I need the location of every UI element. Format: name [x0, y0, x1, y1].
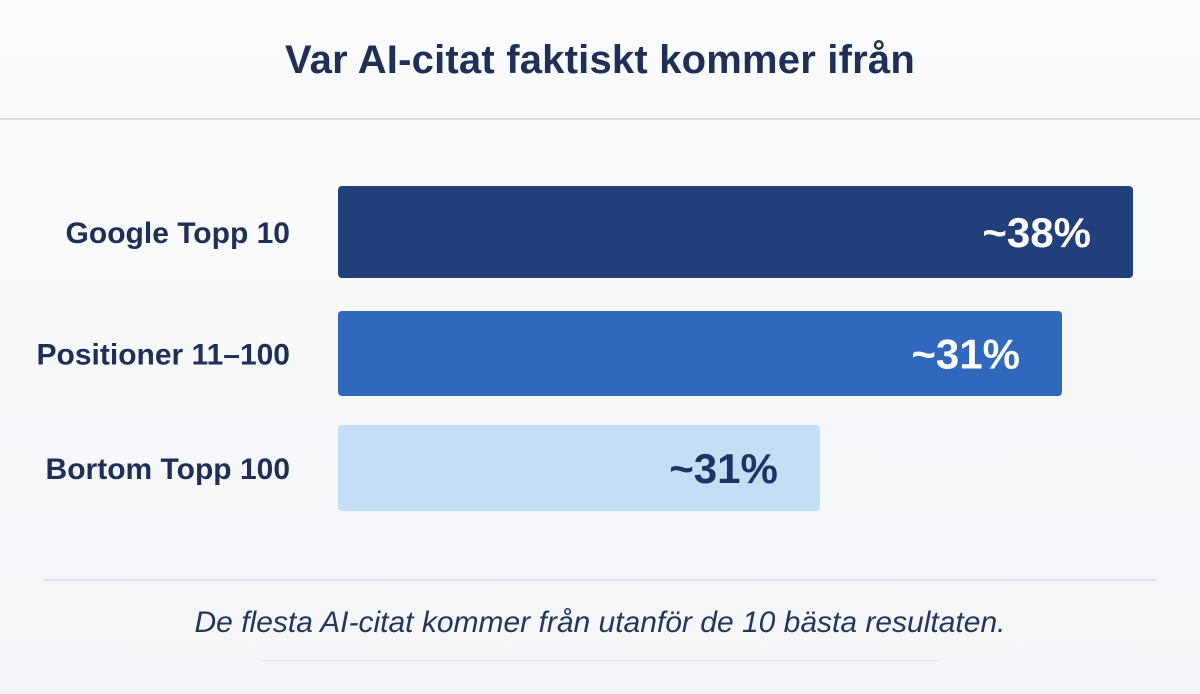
- category-label-2: Positioner 11–100: [37, 339, 290, 372]
- bar-1: [338, 186, 1133, 278]
- value-label-1: ~38%: [982, 209, 1091, 256]
- footnote-divider: [45, 579, 1155, 581]
- chart-footnote: De flesta AI-citat kommer från utanför d…: [194, 606, 1006, 639]
- bottom-rule: [260, 660, 940, 661]
- title-divider: [0, 118, 1200, 120]
- bar-2: [338, 311, 1062, 396]
- bar-3: [338, 425, 820, 511]
- chart-title: Var AI-citat faktiskt kommer ifrån: [285, 38, 915, 82]
- value-label-2: ~31%: [911, 331, 1020, 378]
- category-label-1: Google Topp 10: [66, 217, 290, 250]
- value-label-3: ~31%: [669, 445, 778, 492]
- category-label-3: Bortom Topp 100: [46, 453, 290, 486]
